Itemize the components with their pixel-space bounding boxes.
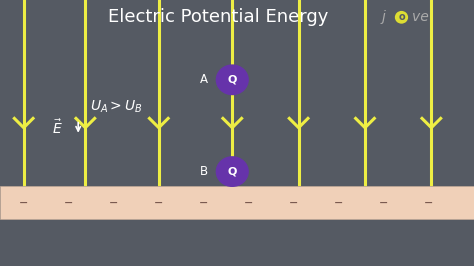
Text: −: − — [289, 198, 299, 208]
Text: −: − — [244, 198, 254, 208]
FancyBboxPatch shape — [0, 186, 474, 219]
Text: Electric Potential Energy: Electric Potential Energy — [108, 8, 328, 26]
Ellipse shape — [395, 11, 408, 24]
Ellipse shape — [216, 64, 249, 95]
Ellipse shape — [216, 156, 249, 187]
Text: B: B — [200, 165, 208, 178]
Text: −: − — [379, 198, 389, 208]
Text: ve: ve — [412, 10, 429, 24]
Text: A: A — [200, 73, 208, 86]
Text: Q: Q — [228, 167, 237, 177]
Text: j: j — [382, 10, 386, 24]
Text: −: − — [154, 198, 164, 208]
Text: −: − — [199, 198, 209, 208]
Text: −: − — [64, 198, 73, 208]
Text: $U_A > U_B$: $U_A > U_B$ — [90, 98, 142, 115]
Text: −: − — [334, 198, 344, 208]
Text: Q: Q — [228, 75, 237, 85]
Text: −: − — [19, 198, 28, 208]
Text: −: − — [109, 198, 118, 208]
Text: −: − — [424, 198, 434, 208]
Text: $\vec{E}$: $\vec{E}$ — [52, 118, 62, 137]
Text: o: o — [398, 12, 405, 22]
